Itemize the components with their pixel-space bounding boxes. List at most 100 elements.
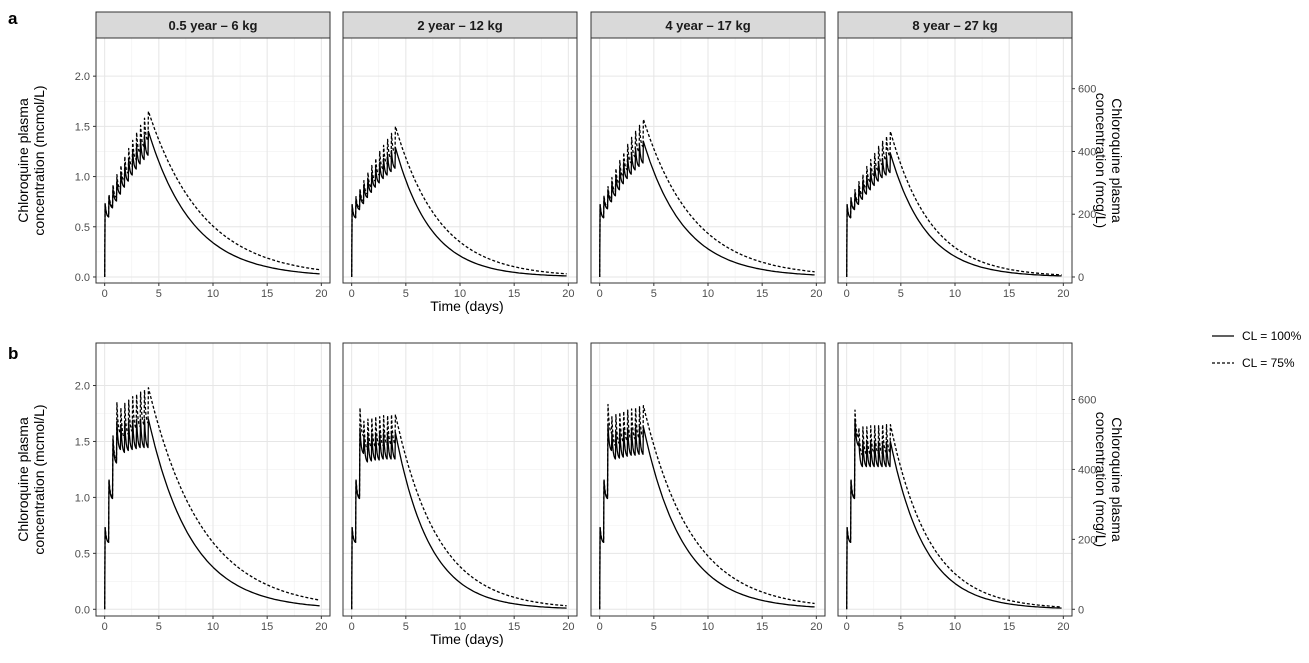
facet-strip: [342, 11, 578, 39]
row-label-b: b: [8, 344, 18, 363]
y-tick-label-left: 1.5: [75, 121, 90, 133]
x-tick-label: 0: [349, 288, 355, 300]
x-tick-label: 15: [508, 288, 520, 300]
series-line-cl100: [846, 418, 1062, 610]
x-tick-label: 10: [454, 621, 466, 633]
y-tick-label-right: 0: [1078, 604, 1084, 616]
facet-strip: [837, 11, 1073, 39]
x-tick-label: 10: [949, 621, 961, 633]
x-tick-label: 15: [261, 621, 273, 633]
series-line-cl75: [846, 130, 1062, 278]
series-line-cl75: [599, 403, 815, 610]
y-axis-title-left: Chloroquine plasmaconcentration (mcmol/L…: [15, 404, 47, 554]
legend-label: CL = 75%: [1242, 356, 1295, 370]
x-tick-label: 10: [454, 288, 466, 300]
series-line-cl75: [599, 118, 815, 278]
x-tick-label: 15: [1003, 288, 1015, 300]
y-axis-title-left: Chloroquine plasmaconcentration (mcmol/L…: [15, 85, 47, 235]
facet-strip: [95, 11, 331, 39]
panel-a-1: 0.5 year – 6 kg 0 5 10 15 20 0.0 0.5 1.0 1.5 2.0: [75, 11, 331, 300]
y-tick-label-left: 0.5: [75, 548, 90, 560]
series-line-cl75: [104, 110, 320, 278]
x-tick-label: 10: [702, 288, 714, 300]
y-axis-title-right-line: concentration (mcg/L): [1093, 412, 1109, 547]
x-tick-label: 5: [898, 621, 904, 633]
series-line-cl75: [351, 407, 567, 610]
x-tick-label: 0: [597, 288, 603, 300]
series-line-cl100: [104, 418, 320, 610]
facet-title: 4 year – 17 kg: [665, 18, 750, 33]
x-tick-label: 5: [403, 621, 409, 633]
x-tick-label: 15: [756, 288, 768, 300]
x-tick-label: 20: [1057, 621, 1069, 633]
panel-b-2: 0 5 10 15 20: [342, 342, 578, 633]
series-line-cl75: [351, 125, 567, 278]
y-tick-label-left: 2.0: [75, 71, 90, 83]
x-tick-label: 10: [949, 288, 961, 300]
facet-title: 0.5 year – 6 kg: [169, 18, 258, 33]
facet-strip: [590, 11, 826, 39]
row-label-a: a: [8, 9, 18, 28]
x-tick-label: 20: [562, 621, 574, 633]
series-line-cl100: [351, 427, 567, 610]
x-tick-label: 5: [403, 288, 409, 300]
y-axis-title-right-line: Chloroquine plasma: [1109, 417, 1125, 542]
panel-a-2: 2 year – 12 kg 0 5 10 15 20: [342, 11, 578, 300]
series-line-cl100: [599, 140, 815, 278]
series-line-cl75: [846, 409, 1062, 610]
facet-title: 8 year – 27 kg: [912, 18, 997, 33]
x-tick-label: 20: [562, 288, 574, 300]
panel-a-3: 4 year – 17 kg 0 5 10 15 20: [590, 11, 826, 300]
x-tick-label: 5: [156, 621, 162, 633]
x-tick-label: 0: [597, 621, 603, 633]
facet-title: 2 year – 12 kg: [417, 18, 502, 33]
panel-b-1: 0 5 10 15 20 0.0 0.5 1.0 1.5 2.0: [75, 342, 331, 633]
x-tick-label: 0: [349, 621, 355, 633]
y-axis-title-left-line: concentration (mcmol/L): [31, 404, 47, 554]
y-tick-label-right: 400: [1078, 146, 1096, 158]
y-axis-title-right: Chloroquine plasmaconcentration (mcg/L): [1093, 412, 1125, 547]
series-line-cl100: [846, 152, 1062, 278]
series-line-cl75: [104, 387, 320, 610]
x-tick-label: 10: [207, 621, 219, 633]
x-tick-label: 10: [702, 621, 714, 633]
x-tick-label: 5: [898, 288, 904, 300]
x-tick-label: 15: [508, 621, 520, 633]
y-axis-title-right: Chloroquine plasmaconcentration (mcg/L): [1093, 93, 1125, 228]
y-tick-label-left: 1.0: [75, 172, 90, 184]
x-tick-label: 15: [756, 621, 768, 633]
x-axis-title: Time (days): [430, 298, 503, 314]
x-tick-label: 20: [1057, 288, 1069, 300]
y-tick-label-right: 600: [1078, 395, 1096, 407]
y-axis-title-left-line: concentration (mcmol/L): [31, 85, 47, 235]
x-tick-label: 20: [810, 288, 822, 300]
y-tick-label-left: 0.0: [75, 272, 90, 284]
y-tick-label-right: 400: [1078, 464, 1096, 476]
x-tick-label: 0: [102, 621, 108, 633]
series-line-cl100: [599, 424, 815, 610]
x-tick-label: 5: [651, 288, 657, 300]
series-line-cl100: [351, 146, 567, 278]
y-axis-title-right-line: concentration (mcg/L): [1093, 93, 1109, 228]
x-tick-label: 0: [844, 621, 850, 633]
legend-label: CL = 100%: [1242, 329, 1302, 343]
x-tick-label: 5: [156, 288, 162, 300]
x-tick-label: 20: [810, 621, 822, 633]
x-tick-label: 20: [315, 288, 327, 300]
x-tick-label: 5: [651, 621, 657, 633]
y-tick-label-left: 2.0: [75, 381, 90, 393]
y-tick-label-right: 200: [1078, 534, 1096, 546]
x-tick-label: 0: [844, 288, 850, 300]
x-tick-label: 15: [261, 288, 273, 300]
legend: CL = 100% CL = 75%: [1212, 329, 1302, 370]
y-tick-label-right: 0: [1078, 272, 1084, 284]
y-axis-title-right-line: Chloroquine plasma: [1109, 98, 1125, 223]
y-tick-label-right: 600: [1078, 84, 1096, 96]
x-tick-label: 10: [207, 288, 219, 300]
y-tick-label-left: 1.0: [75, 492, 90, 504]
x-axis-title: Time (days): [430, 631, 503, 647]
y-tick-label-left: 0.0: [75, 604, 90, 616]
